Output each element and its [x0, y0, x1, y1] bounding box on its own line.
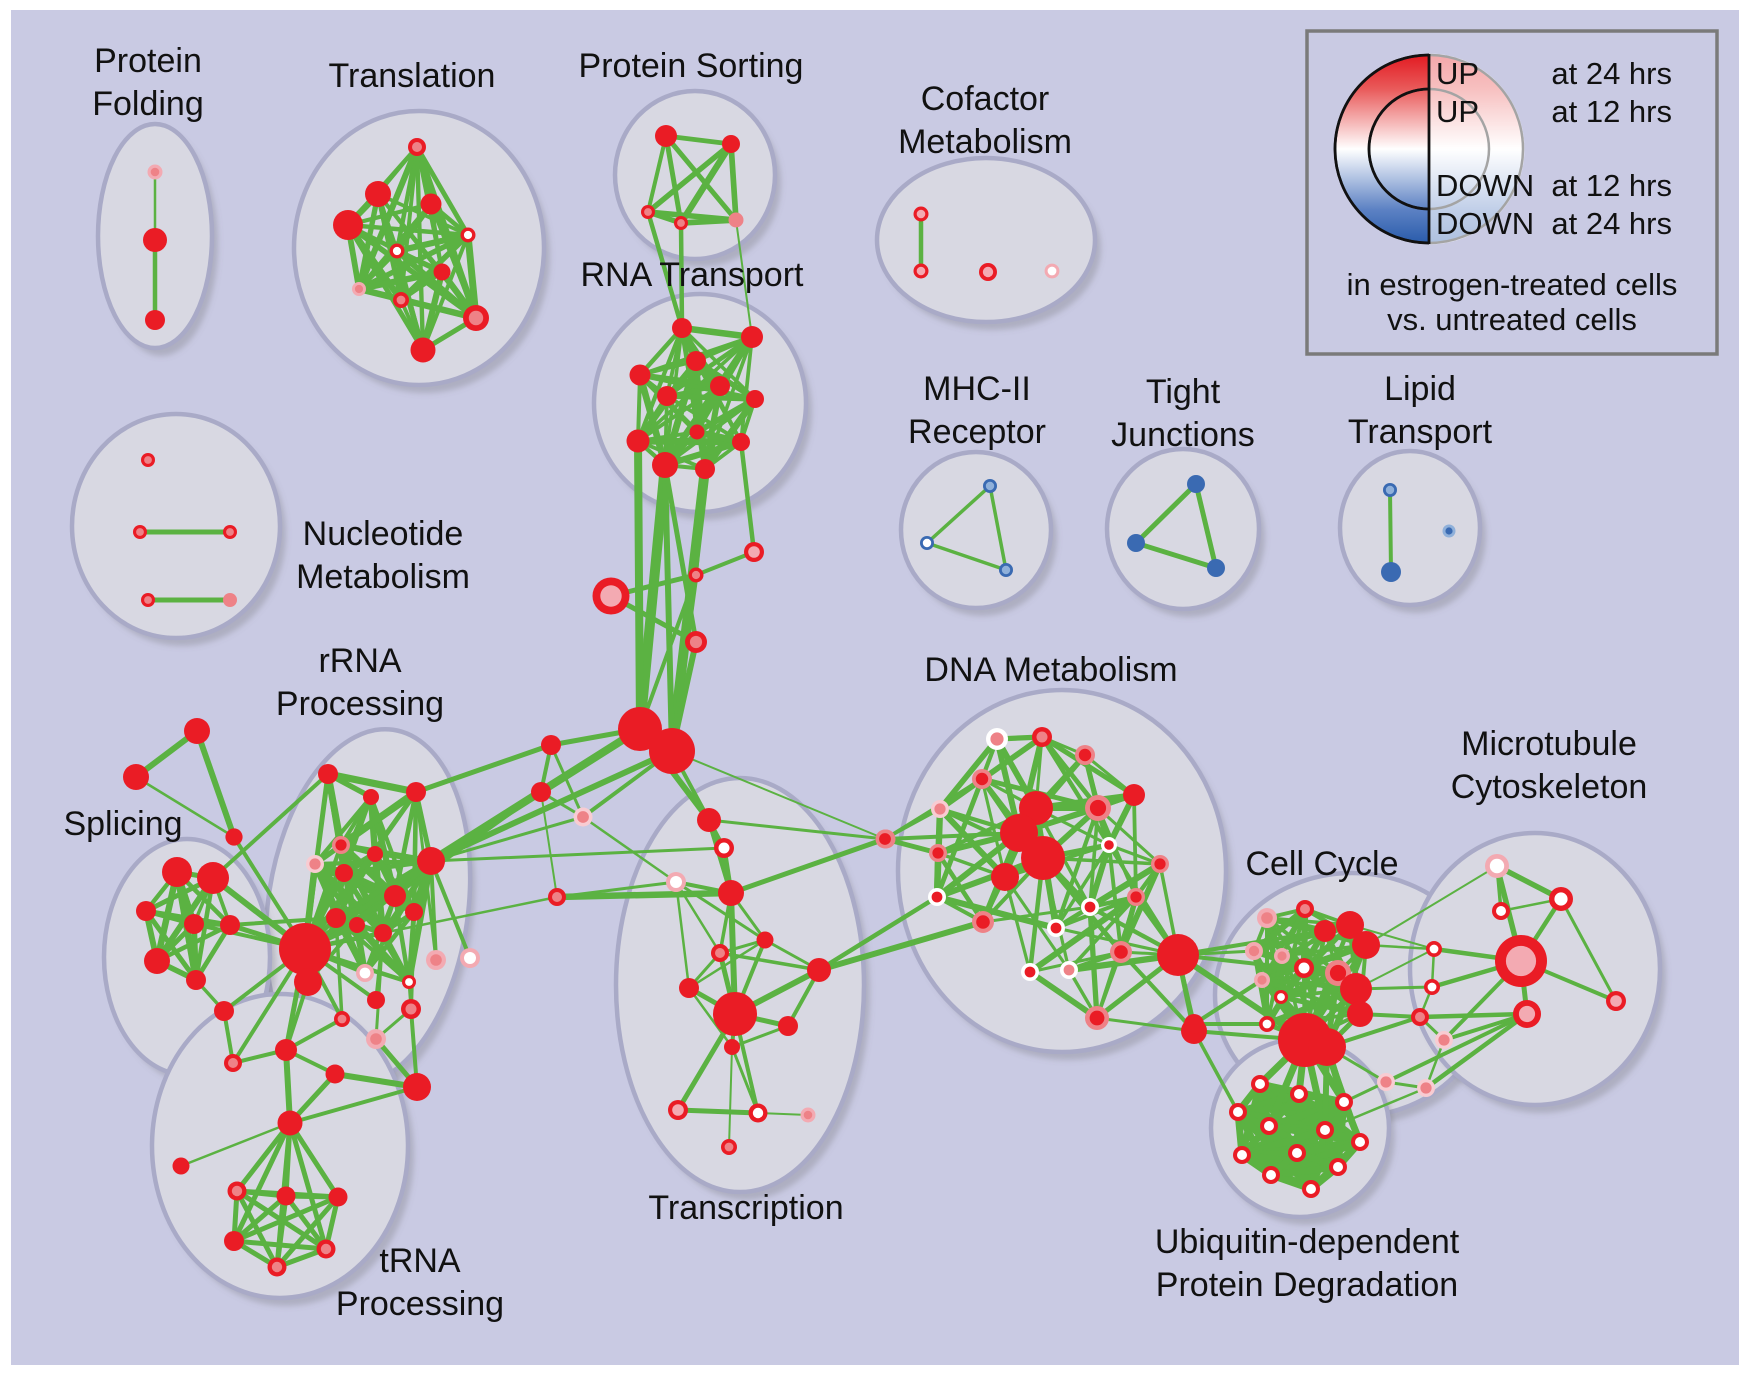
svg-text:Metabolism: Metabolism [296, 558, 470, 596]
svg-text:UP: UP [1436, 56, 1479, 91]
svg-text:tRNA: tRNA [379, 1242, 461, 1280]
svg-text:Cytoskeleton: Cytoskeleton [1451, 768, 1648, 806]
svg-text:DNA Metabolism: DNA Metabolism [924, 651, 1177, 689]
svg-text:Transcription: Transcription [648, 1189, 843, 1227]
svg-text:UP: UP [1436, 94, 1479, 129]
svg-text:Protein Sorting: Protein Sorting [579, 47, 804, 85]
svg-text:Microtubule: Microtubule [1461, 725, 1637, 763]
svg-text:RNA Transport: RNA Transport [581, 256, 805, 294]
svg-text:DOWN: DOWN [1436, 206, 1534, 241]
svg-text:Processing: Processing [276, 685, 444, 723]
svg-text:Cell Cycle: Cell Cycle [1245, 845, 1398, 883]
svg-text:at 12 hrs: at 12 hrs [1551, 94, 1672, 129]
svg-text:Protein: Protein [94, 42, 202, 80]
svg-text:Tight: Tight [1146, 373, 1221, 411]
svg-text:Folding: Folding [92, 85, 204, 123]
svg-text:Lipid: Lipid [1384, 370, 1456, 408]
svg-text:Translation: Translation [329, 57, 496, 95]
svg-text:at 24 hrs: at 24 hrs [1551, 206, 1672, 241]
svg-text:DOWN: DOWN [1436, 168, 1534, 203]
svg-text:Cofactor: Cofactor [921, 80, 1050, 118]
svg-text:Protein Degradation: Protein Degradation [1156, 1266, 1458, 1304]
svg-text:at 24 hrs: at 24 hrs [1551, 56, 1672, 91]
svg-text:Receptor: Receptor [908, 413, 1046, 451]
svg-text:Ubiquitin-dependent: Ubiquitin-dependent [1155, 1223, 1460, 1261]
svg-text:Transport: Transport [1348, 413, 1493, 451]
svg-text:Junctions: Junctions [1111, 416, 1255, 454]
svg-text:MHC-II: MHC-II [923, 370, 1031, 408]
svg-text:at 12 hrs: at 12 hrs [1551, 168, 1672, 203]
svg-text:Processing: Processing [336, 1285, 504, 1323]
svg-text:in estrogen-treated cells: in estrogen-treated cells [1347, 267, 1678, 302]
svg-text:Splicing: Splicing [63, 805, 182, 843]
svg-text:Metabolism: Metabolism [898, 123, 1072, 161]
svg-text:vs. untreated cells: vs. untreated cells [1387, 302, 1637, 337]
svg-text:Nucleotide: Nucleotide [303, 515, 464, 553]
svg-text:rRNA: rRNA [318, 642, 401, 680]
